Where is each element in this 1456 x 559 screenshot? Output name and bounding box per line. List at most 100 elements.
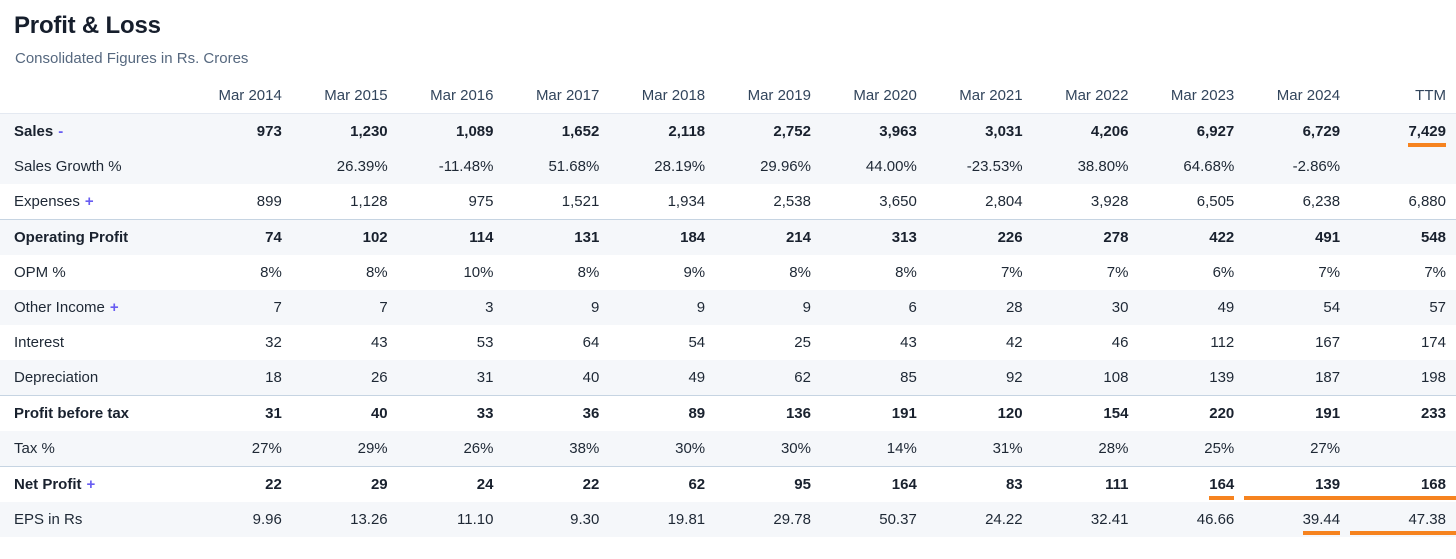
column-header: Mar 2022	[1032, 79, 1139, 114]
value-cell: 191	[1244, 395, 1351, 431]
value-cell: 38.80%	[1032, 149, 1139, 184]
row-label: Interest	[0, 325, 186, 360]
cell-value: 11.10	[457, 511, 494, 528]
cell-value: 6,880	[1408, 193, 1446, 210]
expand-toggle-icon[interactable]: +	[109, 299, 119, 316]
value-cell: 114	[397, 219, 504, 255]
row-label[interactable]: Expenses +	[0, 184, 186, 220]
row-label[interactable]: Other Income +	[0, 290, 186, 325]
cell-value: 85	[900, 369, 917, 386]
value-cell: 31	[397, 360, 504, 396]
value-cell: 1,128	[292, 184, 398, 220]
cell-value: 38.80%	[1077, 158, 1129, 175]
row-label[interactable]: Sales -	[0, 113, 186, 149]
page-subtitle: Consolidated Figures in Rs. Crores	[15, 50, 249, 67]
table-row: OPM % 8% 8% 10% 8% 9% 8% 8% 7% 7% 6% 7% 7%	[0, 255, 1456, 290]
cell-value: 31%	[992, 440, 1023, 457]
cell-value: 62	[688, 476, 706, 493]
cell-value: 6,927	[1196, 123, 1235, 140]
row-label: EPS in Rs	[0, 502, 186, 537]
value-cell: 1,652	[503, 113, 610, 149]
cell-value: 6,238	[1302, 193, 1341, 210]
row-label-text: Sales Growth %	[14, 158, 122, 175]
column-header: Mar 2016	[397, 79, 504, 114]
cell-value: 30%	[780, 440, 811, 457]
row-label-text: Other Income	[14, 299, 105, 316]
cell-value: 22	[582, 476, 600, 493]
cell-value: 108	[1103, 369, 1129, 386]
value-cell: 30	[1032, 290, 1139, 325]
value-cell: 220	[1138, 395, 1245, 431]
profit-loss-table: Mar 2014 Mar 2015 Mar 2016 Mar 2017 Mar 2018…	[0, 79, 1456, 537]
value-cell: 54	[609, 325, 715, 360]
cell-value: 39.44	[1302, 509, 1341, 535]
cell-value: 44.00%	[865, 158, 917, 175]
cell-value: 975	[468, 193, 494, 210]
value-cell: 27%	[186, 431, 292, 467]
cell-value: 899	[256, 193, 282, 210]
value-cell: 26%	[397, 431, 504, 467]
expand-toggle-icon[interactable]: +	[86, 476, 96, 493]
value-cell: 9.96	[186, 502, 292, 537]
value-cell: 102	[291, 219, 398, 255]
cell-value: 214	[785, 229, 811, 246]
row-label[interactable]: Net Profit +	[0, 466, 186, 502]
value-cell: 46	[1033, 325, 1139, 360]
value-cell: 28.19%	[609, 149, 716, 184]
cell-value: 2,538	[773, 193, 811, 210]
cell-value: 2,118	[668, 123, 706, 140]
value-cell: 1,934	[609, 184, 715, 220]
cell-value: 25%	[1204, 440, 1235, 457]
expand-toggle-icon[interactable]: +	[84, 193, 94, 210]
value-cell: 19.81	[609, 502, 716, 537]
cell-value: 139	[1315, 476, 1341, 493]
cell-value: 43	[900, 334, 917, 351]
cell-value: 3,031	[985, 123, 1023, 140]
value-cell: 24.22	[926, 502, 1033, 537]
cell-value: 29	[370, 476, 388, 493]
cell-value: 8%	[789, 264, 811, 281]
cell-value: 28	[1005, 299, 1023, 316]
value-cell: 32	[186, 325, 292, 360]
value-cell: 6,729	[1244, 113, 1351, 149]
cell-value: 111	[1105, 476, 1129, 493]
value-cell: 43	[292, 325, 398, 360]
value-cell: 22	[186, 466, 292, 502]
value-cell: 139	[1244, 466, 1351, 502]
cell-value: 24	[476, 476, 494, 493]
value-cell: 29%	[291, 431, 398, 467]
value-cell: 313	[820, 219, 927, 255]
row-label-text: Interest	[14, 334, 65, 351]
row-label-text: Expenses	[14, 193, 80, 210]
value-cell: 30%	[609, 431, 716, 467]
value-cell: 64.68%	[1138, 149, 1245, 184]
value-cell: 26	[291, 360, 398, 396]
cell-value: 422	[1209, 229, 1235, 246]
table-header: Mar 2014 Mar 2015 Mar 2016 Mar 2017 Mar 2018…	[0, 79, 1456, 114]
value-cell: 167	[1244, 325, 1350, 360]
cell-value: -11.48%	[438, 158, 494, 175]
value-cell: 1,230	[291, 113, 398, 149]
value-cell: 120	[926, 395, 1033, 431]
value-cell: 491	[1244, 219, 1351, 255]
cell-value: 74	[265, 229, 282, 246]
cell-value: 92	[1005, 369, 1023, 386]
cell-value: 548	[1420, 229, 1446, 246]
cell-value: 36	[582, 405, 600, 422]
value-cell: 27%	[1244, 431, 1351, 467]
cell-value: 51.68%	[548, 158, 600, 175]
cell-value: 6%	[1212, 264, 1235, 281]
value-cell: 11.10	[397, 502, 504, 537]
row-label-text: Profit before tax	[14, 405, 130, 422]
cell-value: 1,521	[561, 193, 600, 210]
value-cell: 46.66	[1138, 502, 1245, 537]
cell-value: 2,804	[985, 193, 1023, 210]
collapse-toggle-icon[interactable]: -	[58, 123, 64, 140]
cell-value: 19.81	[667, 511, 706, 528]
cell-value: 278	[1103, 229, 1129, 246]
cell-value: 191	[1315, 405, 1341, 422]
cell-value: 973	[256, 123, 282, 140]
value-cell	[186, 149, 292, 184]
value-cell: 226	[926, 219, 1033, 255]
cell-value: 198	[1420, 369, 1446, 386]
